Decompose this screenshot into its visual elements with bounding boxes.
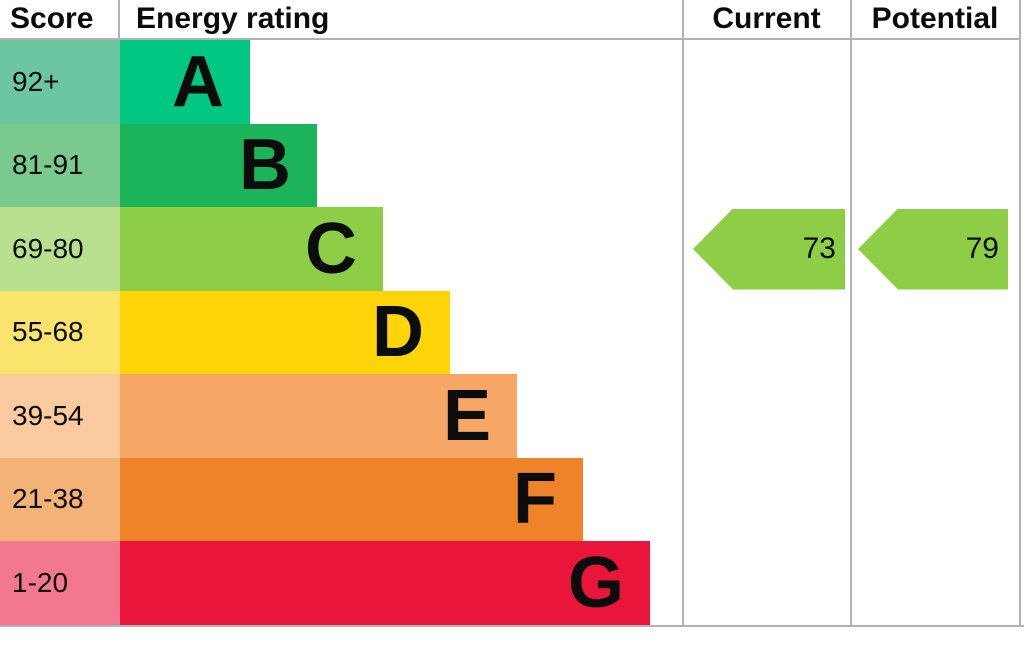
band-row: 55-68 D [0, 290, 683, 374]
band-letter-label: C [305, 208, 357, 289]
band-score-label: 39-54 [12, 399, 84, 431]
band-score-label: 81-91 [12, 149, 84, 181]
band-score-label: 69-80 [12, 232, 84, 264]
header-potential: Potential [871, 2, 999, 35]
band-row: 81-91 B [0, 123, 683, 207]
current-column-divider [682, 0, 684, 627]
band-score-cell: 39-54 [0, 374, 120, 458]
band-row: 92+ A [0, 40, 683, 124]
band-bar: C [120, 207, 383, 291]
band-bar: D [120, 290, 450, 374]
band-letter-label: D [372, 292, 424, 373]
score-column-divider [118, 0, 120, 38]
header-current: Current [712, 2, 821, 35]
potential-column-divider [850, 0, 852, 627]
band-bar: A [120, 40, 250, 124]
header-energy-rating: Energy rating [136, 2, 330, 35]
band-row: 39-54 E [0, 374, 683, 458]
band-letter-label: A [172, 41, 224, 122]
chart-right-border [1019, 0, 1021, 627]
band-score-label: 1-20 [12, 566, 69, 598]
current-rating-value: 73 [802, 232, 836, 265]
band-score-label: 21-38 [12, 483, 84, 515]
band-bar: F [120, 457, 583, 541]
band-letter-label: G [567, 542, 624, 623]
band-score-cell: 69-80 [0, 207, 120, 291]
band-row: 69-80 C [0, 207, 683, 291]
current-rating-arrow: 73 [693, 208, 845, 290]
band-bar: B [120, 123, 317, 207]
band-bar: E [120, 374, 517, 458]
potential-rating-value: 79 [965, 232, 999, 265]
band-score-cell: 55-68 [0, 290, 120, 374]
potential-rating-arrow: 79 [858, 208, 1008, 290]
band-score-cell: 92+ [0, 40, 120, 124]
band-bar: G [120, 541, 650, 625]
band-row: 21-38 F [0, 457, 683, 541]
band-score-cell: 21-38 [0, 457, 120, 541]
band-row: 1-20 G [0, 541, 683, 625]
header-score: Score [10, 2, 94, 35]
band-score-cell: 81-91 [0, 123, 120, 207]
chart-bottom-border [0, 625, 1024, 627]
band-letter-label: E [442, 375, 491, 456]
band-letter-label: F [513, 459, 557, 540]
band-score-label: 92+ [12, 65, 60, 97]
band-score-label: 55-68 [12, 316, 84, 348]
band-letter-label: B [239, 125, 291, 206]
band-score-cell: 1-20 [0, 541, 120, 625]
header-bottom-border [0, 38, 1021, 40]
